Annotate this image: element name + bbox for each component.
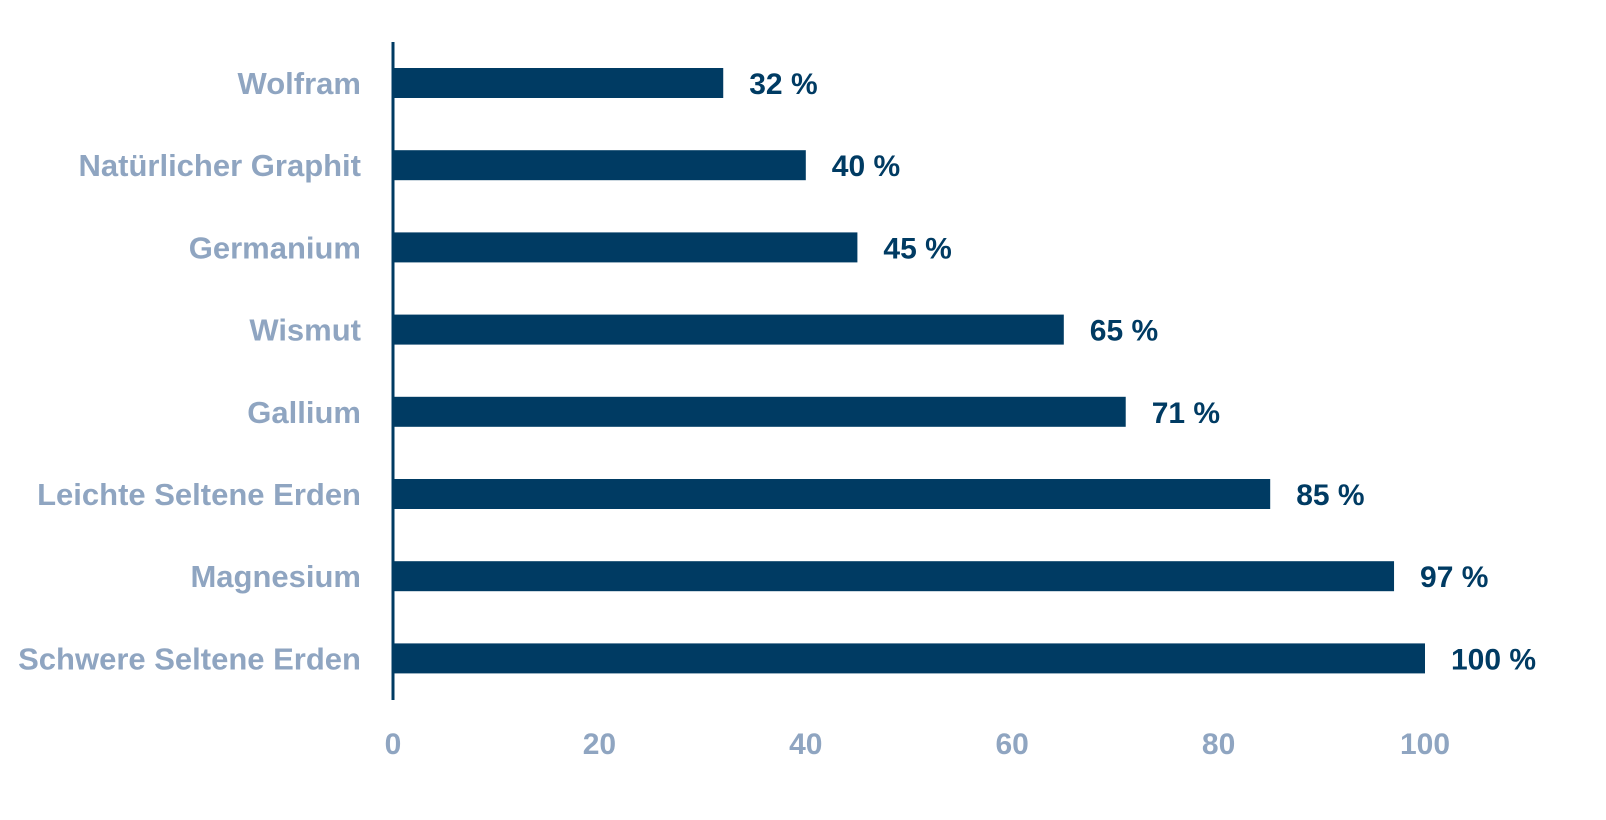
- category-labels: Wolfram Natürlicher Graphit Germanium Wismu…: [18, 66, 361, 676]
- bar: [394, 643, 1425, 674]
- x-tick-label: 80: [1202, 728, 1235, 761]
- bars: [394, 68, 1425, 674]
- value-label: 40 %: [832, 150, 900, 183]
- x-tick-label: 20: [583, 728, 616, 761]
- value-label: 32 %: [749, 68, 817, 101]
- bar: [394, 150, 806, 181]
- x-tick-label: 0: [385, 728, 402, 761]
- category-label: Gallium: [247, 395, 361, 430]
- bar: [394, 232, 858, 263]
- category-label: Natürlicher Graphit: [79, 148, 362, 183]
- value-label: 100 %: [1451, 643, 1536, 676]
- bar: [394, 479, 1271, 509]
- bar: [394, 396, 1126, 427]
- value-label: 65 %: [1090, 315, 1158, 348]
- bar: [394, 68, 724, 98]
- category-label: Leichte Seltene Erden: [37, 477, 361, 512]
- category-label: Schwere Seltene Erden: [18, 641, 361, 676]
- category-label: Magnesium: [190, 559, 361, 594]
- x-tick-label: 40: [789, 728, 822, 761]
- category-label: Wolfram: [238, 66, 361, 101]
- bar: [394, 314, 1064, 345]
- value-label: 71 %: [1152, 397, 1220, 430]
- x-tick-label: 60: [996, 728, 1029, 761]
- category-label: Wismut: [249, 313, 361, 348]
- value-label: 97 %: [1420, 561, 1488, 594]
- value-labels: 32 % 40 % 45 % 65 % 71 % 85 % 97 % 100 %: [749, 68, 1536, 676]
- value-label: 85 %: [1296, 479, 1364, 512]
- x-tick-label: 100: [1400, 728, 1450, 761]
- x-axis-ticks: 0 20 40 60 80 100: [385, 728, 1450, 761]
- bar: [394, 561, 1395, 592]
- value-label: 45 %: [883, 232, 951, 265]
- category-label: Germanium: [189, 230, 361, 265]
